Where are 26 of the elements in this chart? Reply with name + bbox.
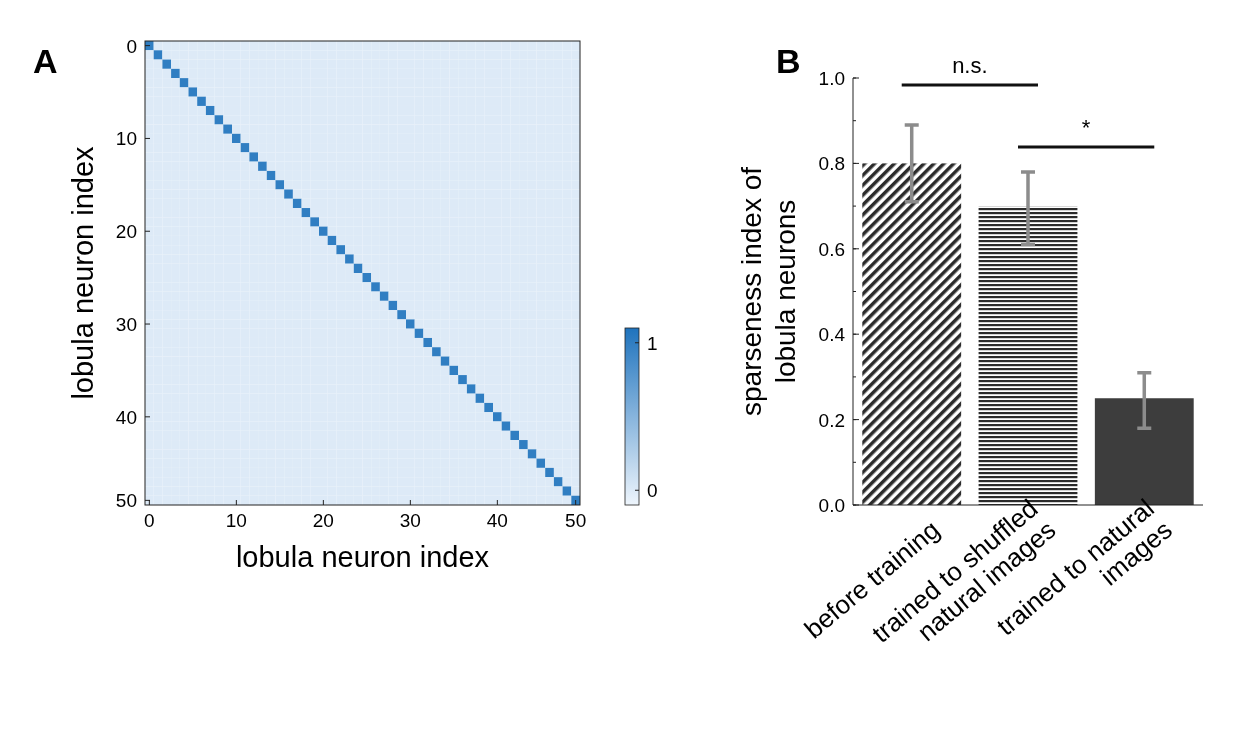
annotation: * <box>1081 114 1091 140</box>
bar <box>862 163 962 505</box>
y-tick-label: 30 <box>115 314 137 336</box>
y-tick-label: 0.8 <box>818 153 845 175</box>
y-tick-label: 0.2 <box>818 409 845 431</box>
y-axis-title: lobula neuron index <box>67 145 99 400</box>
x-tick-label: 0 <box>144 510 155 531</box>
color-bar-label: 1 <box>647 332 658 354</box>
chart-title: B <box>776 42 801 80</box>
y-tick-label: 40 <box>115 406 137 428</box>
x-tick-label: 40 <box>486 510 508 531</box>
y-tick-label: 0.6 <box>818 238 845 260</box>
y-tick-label: 1.0 <box>818 68 845 89</box>
chart-title: A <box>33 42 58 80</box>
x-tick-label: 10 <box>225 510 247 531</box>
y-tick-label: 0.4 <box>818 324 846 346</box>
x-tick-label: 20 <box>312 510 334 531</box>
x-axis-title: lobula neuron index <box>235 541 490 573</box>
text: n.s. <box>952 52 988 78</box>
y-tick-label: 20 <box>115 221 137 243</box>
y-tick-label: 0.0 <box>818 495 845 516</box>
y-tick-label: 0 <box>126 35 137 57</box>
x-tick-label: 30 <box>399 510 421 531</box>
y-axis-title: sparseness index of lobula neurons <box>736 166 801 417</box>
y-tick-label: 10 <box>115 128 137 150</box>
x-tick-label: 50 <box>565 510 587 531</box>
